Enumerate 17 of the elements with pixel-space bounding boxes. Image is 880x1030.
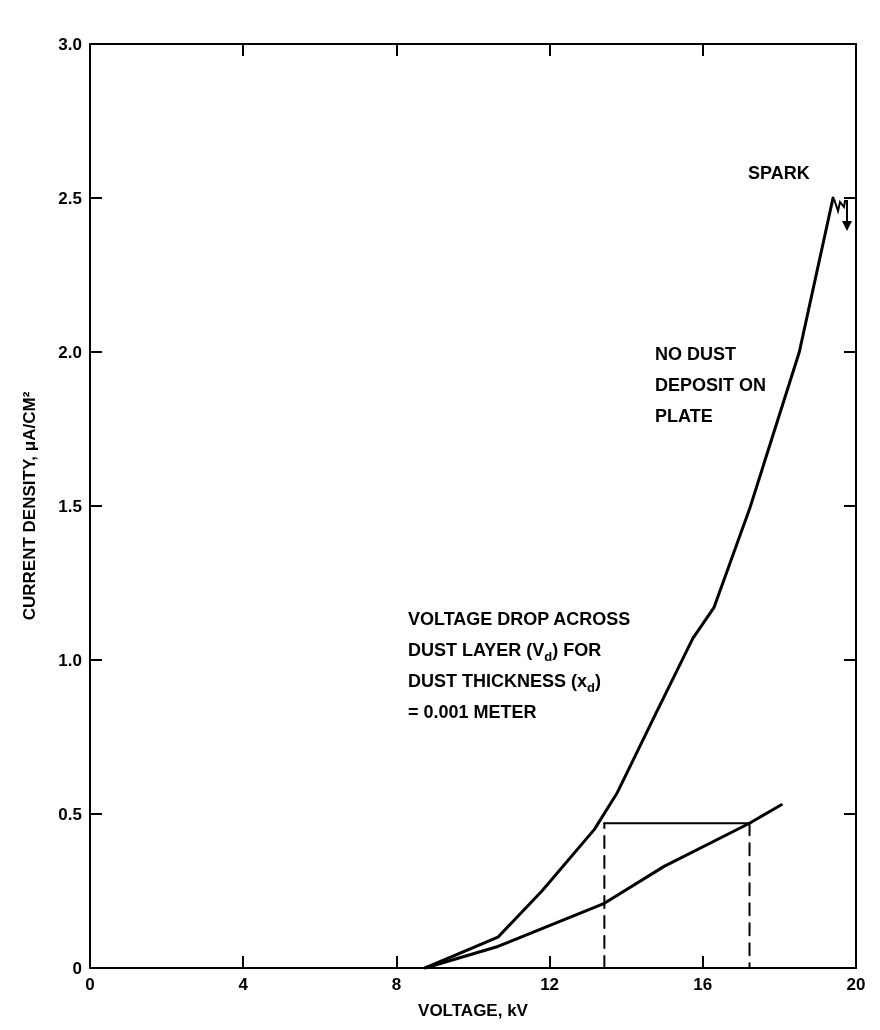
x-tick-label: 8 xyxy=(391,975,402,994)
x-tick-label: 20 xyxy=(846,975,866,994)
y-tick-label: 1.0 xyxy=(58,650,82,670)
x-tick-label: 12 xyxy=(540,975,560,994)
y-tick-label: 0.5 xyxy=(58,804,82,824)
x-tick-label: 0 xyxy=(85,975,95,994)
annotation: SPARK xyxy=(748,163,810,183)
series-label: NO DUST DEPOSIT ON PLATE xyxy=(655,344,767,426)
x-axis-title: VOLTAGE, kV xyxy=(418,1001,529,1020)
y-tick-label: 1.5 xyxy=(58,496,82,516)
y-axis-title: CURRENT DENSITY, μA/CM² xyxy=(20,391,39,621)
y-tick-label: 0 xyxy=(72,958,82,978)
x-tick-label: 4 xyxy=(238,975,249,994)
y-tick-label: 2.5 xyxy=(58,188,82,208)
y-tick-label: 3.0 xyxy=(58,34,82,54)
y-tick-label: 2.0 xyxy=(58,342,82,362)
x-tick-label: 16 xyxy=(693,975,713,994)
